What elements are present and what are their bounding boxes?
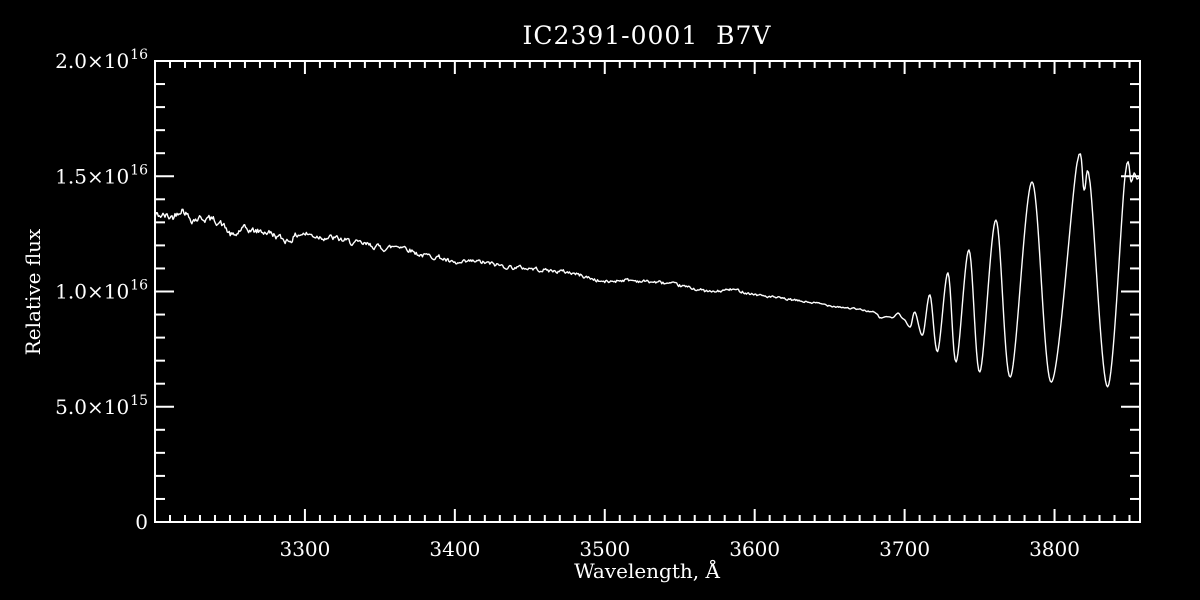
y-tick-label: 1.0×1016	[55, 278, 148, 304]
x-tick-label: 3600	[729, 537, 780, 561]
y-tick-label: 2.0×1016	[55, 47, 148, 73]
y-axis-label: Relative flux	[21, 228, 45, 355]
spectrum-line	[154, 153, 1141, 388]
y-tick-labels: 0 5.0×1015 1.0×1016 1.5×1016 2.0×1016	[55, 47, 148, 534]
x-tick-label: 3700	[879, 537, 930, 561]
chart-title: IC2391-0001 B7V	[523, 21, 772, 50]
y-tick-label: 1.5×1016	[55, 162, 148, 188]
x-tick-label: 3300	[279, 537, 330, 561]
y-tick-label: 0	[135, 510, 148, 534]
x-axis-label: Wavelength, Å	[574, 558, 720, 583]
y-tick-label: 5.0×1015	[55, 393, 148, 419]
x-tick-label: 3400	[429, 537, 480, 561]
x-tick-label: 3500	[579, 537, 630, 561]
axes-box	[154, 60, 1141, 523]
x-tick-label: 3800	[1029, 537, 1080, 561]
x-tick-labels: 3300 3400 3500 3600 3700 3800	[279, 537, 1080, 561]
axis-ticks	[155, 61, 1140, 522]
